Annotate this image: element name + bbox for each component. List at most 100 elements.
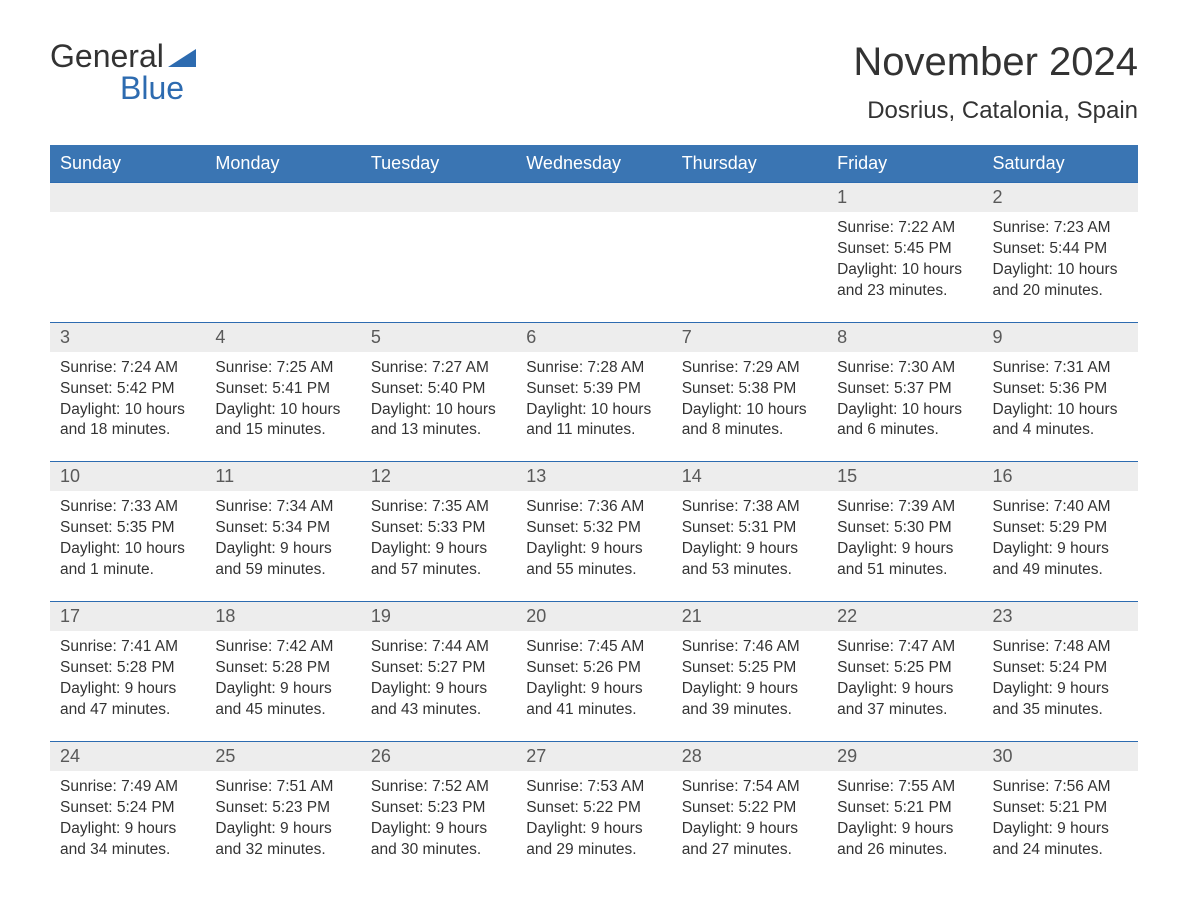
day-line-sr: Sunrise: 7:39 AM bbox=[837, 497, 972, 518]
day-line-sr: Sunrise: 7:34 AM bbox=[215, 497, 350, 518]
day-detail-cell: Sunrise: 7:38 AMSunset: 5:31 PMDaylight:… bbox=[672, 491, 827, 601]
day-line-sr: Sunrise: 7:40 AM bbox=[993, 497, 1128, 518]
day-line-d1: Daylight: 10 hours bbox=[215, 400, 350, 421]
daynum-row: 12 bbox=[50, 183, 1138, 213]
daynum-row: 17181920212223 bbox=[50, 602, 1138, 632]
day-line-ss: Sunset: 5:21 PM bbox=[993, 798, 1128, 819]
day-line-sr: Sunrise: 7:42 AM bbox=[215, 637, 350, 658]
day-number-cell: 15 bbox=[827, 462, 982, 492]
day-number-cell: 21 bbox=[672, 602, 827, 632]
day-line-d2: and 15 minutes. bbox=[215, 420, 350, 441]
weekday-header: Tuesday bbox=[361, 145, 516, 183]
day-line-d2: and 53 minutes. bbox=[682, 560, 817, 581]
day-detail-cell: Sunrise: 7:28 AMSunset: 5:39 PMDaylight:… bbox=[516, 352, 671, 462]
day-line-ss: Sunset: 5:25 PM bbox=[837, 658, 972, 679]
day-line-d1: Daylight: 9 hours bbox=[837, 539, 972, 560]
day-detail-cell bbox=[516, 212, 671, 322]
day-line-d2: and 32 minutes. bbox=[215, 840, 350, 861]
day-line-d2: and 43 minutes. bbox=[371, 700, 506, 721]
day-line-d1: Daylight: 9 hours bbox=[682, 539, 817, 560]
daynum-row: 3456789 bbox=[50, 322, 1138, 352]
day-line-d1: Daylight: 9 hours bbox=[215, 679, 350, 700]
detail-row: Sunrise: 7:24 AMSunset: 5:42 PMDaylight:… bbox=[50, 352, 1138, 462]
day-line-d1: Daylight: 9 hours bbox=[993, 539, 1128, 560]
day-line-d1: Daylight: 9 hours bbox=[993, 679, 1128, 700]
day-detail-cell bbox=[50, 212, 205, 322]
day-line-sr: Sunrise: 7:49 AM bbox=[60, 777, 195, 798]
day-number-cell: 8 bbox=[827, 322, 982, 352]
day-line-ss: Sunset: 5:31 PM bbox=[682, 518, 817, 539]
day-detail-cell: Sunrise: 7:55 AMSunset: 5:21 PMDaylight:… bbox=[827, 771, 982, 881]
detail-row: Sunrise: 7:33 AMSunset: 5:35 PMDaylight:… bbox=[50, 491, 1138, 601]
day-line-sr: Sunrise: 7:29 AM bbox=[682, 358, 817, 379]
day-line-ss: Sunset: 5:44 PM bbox=[993, 239, 1128, 260]
weekday-header: Thursday bbox=[672, 145, 827, 183]
day-detail-cell: Sunrise: 7:54 AMSunset: 5:22 PMDaylight:… bbox=[672, 771, 827, 881]
day-line-sr: Sunrise: 7:48 AM bbox=[993, 637, 1128, 658]
day-line-d1: Daylight: 9 hours bbox=[60, 819, 195, 840]
day-number-cell bbox=[516, 183, 671, 213]
day-number-cell: 18 bbox=[205, 602, 360, 632]
day-detail-cell: Sunrise: 7:40 AMSunset: 5:29 PMDaylight:… bbox=[983, 491, 1138, 601]
day-line-sr: Sunrise: 7:22 AM bbox=[837, 218, 972, 239]
day-line-d2: and 34 minutes. bbox=[60, 840, 195, 861]
day-number-cell: 23 bbox=[983, 602, 1138, 632]
day-line-sr: Sunrise: 7:51 AM bbox=[215, 777, 350, 798]
page-title: November 2024 bbox=[853, 40, 1138, 85]
day-line-d1: Daylight: 10 hours bbox=[371, 400, 506, 421]
day-line-sr: Sunrise: 7:47 AM bbox=[837, 637, 972, 658]
day-line-d2: and 6 minutes. bbox=[837, 420, 972, 441]
day-number-cell: 25 bbox=[205, 741, 360, 771]
day-line-sr: Sunrise: 7:41 AM bbox=[60, 637, 195, 658]
day-line-sr: Sunrise: 7:54 AM bbox=[682, 777, 817, 798]
day-detail-cell: Sunrise: 7:22 AMSunset: 5:45 PMDaylight:… bbox=[827, 212, 982, 322]
weekday-header: Wednesday bbox=[516, 145, 671, 183]
day-number-cell bbox=[361, 183, 516, 213]
weekday-header: Friday bbox=[827, 145, 982, 183]
day-detail-cell: Sunrise: 7:29 AMSunset: 5:38 PMDaylight:… bbox=[672, 352, 827, 462]
day-number-cell: 30 bbox=[983, 741, 1138, 771]
day-detail-cell: Sunrise: 7:48 AMSunset: 5:24 PMDaylight:… bbox=[983, 631, 1138, 741]
day-line-ss: Sunset: 5:25 PM bbox=[682, 658, 817, 679]
day-number-cell: 20 bbox=[516, 602, 671, 632]
day-number-cell: 26 bbox=[361, 741, 516, 771]
day-detail-cell: Sunrise: 7:24 AMSunset: 5:42 PMDaylight:… bbox=[50, 352, 205, 462]
day-line-sr: Sunrise: 7:24 AM bbox=[60, 358, 195, 379]
day-number-cell: 10 bbox=[50, 462, 205, 492]
day-line-d1: Daylight: 10 hours bbox=[993, 400, 1128, 421]
day-line-d2: and 55 minutes. bbox=[526, 560, 661, 581]
day-detail-cell: Sunrise: 7:42 AMSunset: 5:28 PMDaylight:… bbox=[205, 631, 360, 741]
day-detail-cell: Sunrise: 7:31 AMSunset: 5:36 PMDaylight:… bbox=[983, 352, 1138, 462]
day-detail-cell: Sunrise: 7:45 AMSunset: 5:26 PMDaylight:… bbox=[516, 631, 671, 741]
day-detail-cell: Sunrise: 7:47 AMSunset: 5:25 PMDaylight:… bbox=[827, 631, 982, 741]
day-line-d1: Daylight: 10 hours bbox=[526, 400, 661, 421]
day-number-cell: 11 bbox=[205, 462, 360, 492]
day-line-d1: Daylight: 9 hours bbox=[526, 679, 661, 700]
day-detail-cell: Sunrise: 7:46 AMSunset: 5:25 PMDaylight:… bbox=[672, 631, 827, 741]
day-detail-cell: Sunrise: 7:36 AMSunset: 5:32 PMDaylight:… bbox=[516, 491, 671, 601]
day-line-sr: Sunrise: 7:27 AM bbox=[371, 358, 506, 379]
day-line-d1: Daylight: 9 hours bbox=[682, 819, 817, 840]
logo-text-blue: Blue bbox=[120, 70, 184, 106]
day-line-d2: and 13 minutes. bbox=[371, 420, 506, 441]
day-line-d2: and 27 minutes. bbox=[682, 840, 817, 861]
day-number-cell: 13 bbox=[516, 462, 671, 492]
day-line-ss: Sunset: 5:34 PM bbox=[215, 518, 350, 539]
day-line-sr: Sunrise: 7:56 AM bbox=[993, 777, 1128, 798]
day-number-cell: 7 bbox=[672, 322, 827, 352]
day-line-d1: Daylight: 9 hours bbox=[526, 539, 661, 560]
day-line-d2: and 51 minutes. bbox=[837, 560, 972, 581]
day-line-sr: Sunrise: 7:53 AM bbox=[526, 777, 661, 798]
page-header: General Blue November 2024 Dosrius, Cata… bbox=[50, 40, 1138, 125]
day-line-d1: Daylight: 10 hours bbox=[682, 400, 817, 421]
calendar-table: Sunday Monday Tuesday Wednesday Thursday… bbox=[50, 145, 1138, 880]
day-number-cell: 4 bbox=[205, 322, 360, 352]
day-line-ss: Sunset: 5:22 PM bbox=[682, 798, 817, 819]
day-line-ss: Sunset: 5:24 PM bbox=[993, 658, 1128, 679]
logo-text-general: General bbox=[50, 38, 164, 74]
day-line-ss: Sunset: 5:45 PM bbox=[837, 239, 972, 260]
day-line-ss: Sunset: 5:40 PM bbox=[371, 379, 506, 400]
day-line-ss: Sunset: 5:23 PM bbox=[371, 798, 506, 819]
day-number-cell: 17 bbox=[50, 602, 205, 632]
day-line-ss: Sunset: 5:38 PM bbox=[682, 379, 817, 400]
